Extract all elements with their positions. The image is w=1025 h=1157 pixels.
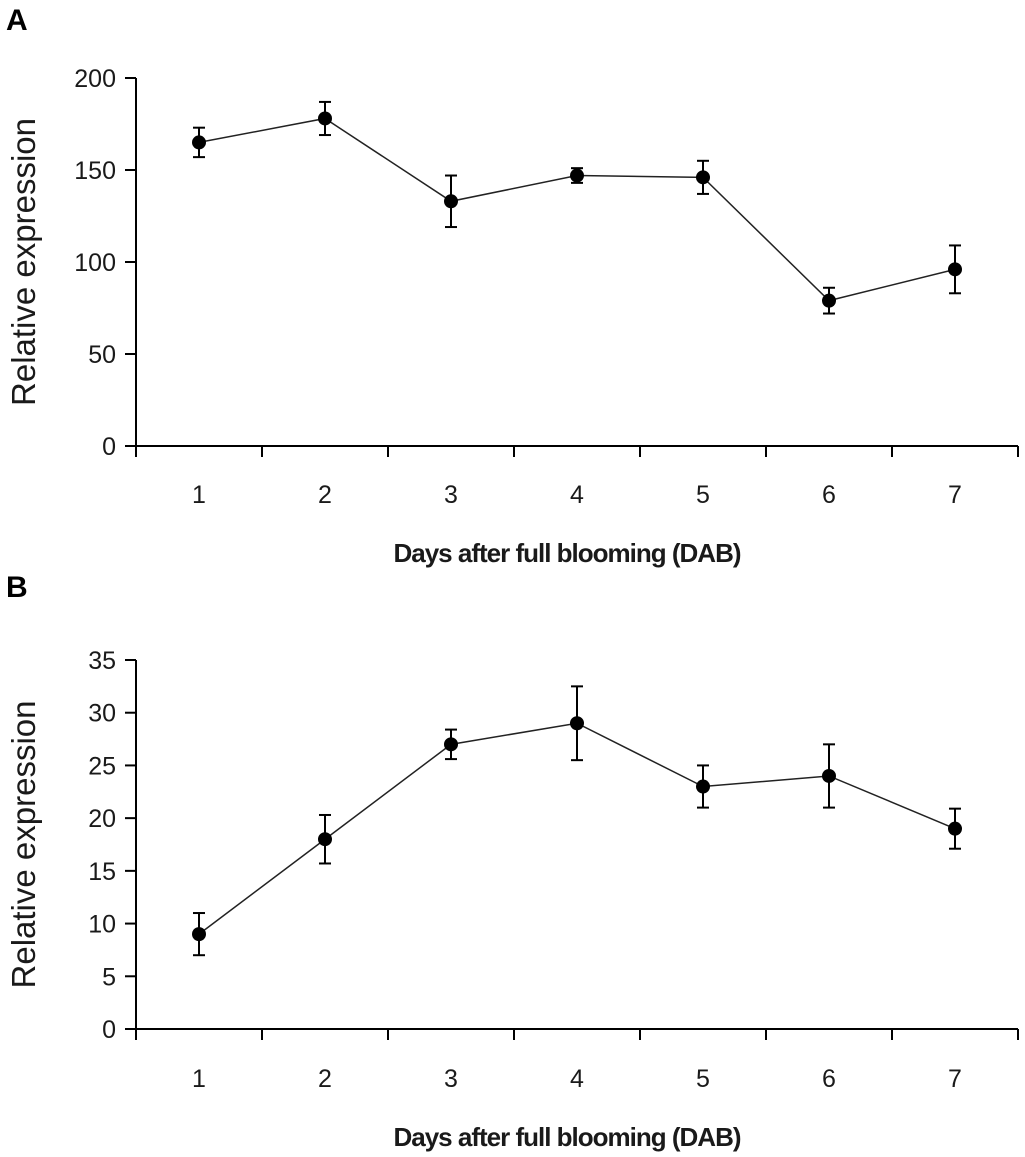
panel-a-data-point <box>444 194 458 209</box>
panel-b-y-tick-label: 10 <box>88 911 116 939</box>
panel-b-letter: B <box>6 571 28 604</box>
panel-b-x-tick-label: 3 <box>444 1065 458 1093</box>
panel-b-x-tick-label: 7 <box>948 1065 962 1093</box>
panel-a-chart: A 0 50 100 150 200 1 2 3 4 5 6 7 Days after full bloo… <box>5 4 1019 568</box>
panel-b-data-point <box>570 716 584 731</box>
panel-b-y-tick-label: 5 <box>102 963 116 991</box>
panel-a-letter: A <box>6 4 28 37</box>
panel-a-x-axis-title: Days after full blooming (DAB) <box>393 538 740 568</box>
panel-a-data-point <box>948 262 962 277</box>
panel-b-x-tick-label: 6 <box>822 1065 836 1093</box>
panel-b-x-tick-label: 2 <box>318 1065 332 1093</box>
panel-a-x-tick-label: 7 <box>948 481 962 509</box>
panel-a-y-tick-label: 150 <box>74 157 116 185</box>
panel-b-y-tick-label: 0 <box>102 1016 116 1044</box>
panel-a-series-line <box>198 117 956 302</box>
panel-a-x-tick-label: 3 <box>444 481 458 509</box>
panel-a-x-tick-label: 6 <box>822 481 836 509</box>
panel-a-x-tick-label: 1 <box>192 481 206 509</box>
panel-b-y-axis-title: Relative expression <box>5 701 42 989</box>
panel-a-x-tick-label: 4 <box>570 481 584 509</box>
panel-b-y-tick-label: 20 <box>88 805 116 833</box>
panel-a-y-tick-label: 0 <box>102 433 116 461</box>
panel-a-x-tick-label: 2 <box>318 481 332 509</box>
panel-b-data-point <box>948 821 962 836</box>
panel-b-data-point <box>318 832 332 847</box>
panel-b-x-tick-label: 1 <box>192 1065 206 1093</box>
panel-a-data-point <box>192 135 206 150</box>
panel-a-data-point <box>570 168 584 183</box>
panel-b-data-point <box>444 737 458 752</box>
panel-a-data-point <box>318 111 332 126</box>
panel-a-y-tick-label: 100 <box>74 249 116 277</box>
panel-a-x-tick-label: 5 <box>696 481 710 509</box>
panel-a-y-tick-label: 50 <box>88 341 116 369</box>
panel-b-data-point <box>192 927 206 942</box>
panel-b-y-tick-label: 35 <box>88 647 116 675</box>
panel-b-x-tick-label: 4 <box>570 1065 584 1093</box>
panel-b-x-axis-title: Days after full blooming (DAB) <box>393 1122 740 1152</box>
panel-a-y-axis-title: Relative expression <box>5 118 42 406</box>
panel-a-data-point <box>696 170 710 185</box>
panel-b-data-point <box>696 779 710 794</box>
panel-a-data-point <box>822 293 836 308</box>
panel-b-chart: B 0 5 10 15 20 25 30 35 1 2 3 4 5 6 7 Days after full bl… <box>5 571 1019 1152</box>
panel-b-x-tick-label: 5 <box>696 1065 710 1093</box>
panel-b-data-point <box>822 768 836 783</box>
panel-a-y-tick-label: 200 <box>74 65 116 93</box>
panel-b-y-tick-label: 15 <box>88 858 116 886</box>
panel-b-y-tick-label: 30 <box>88 700 116 728</box>
panel-b-y-tick-label: 25 <box>88 752 116 780</box>
